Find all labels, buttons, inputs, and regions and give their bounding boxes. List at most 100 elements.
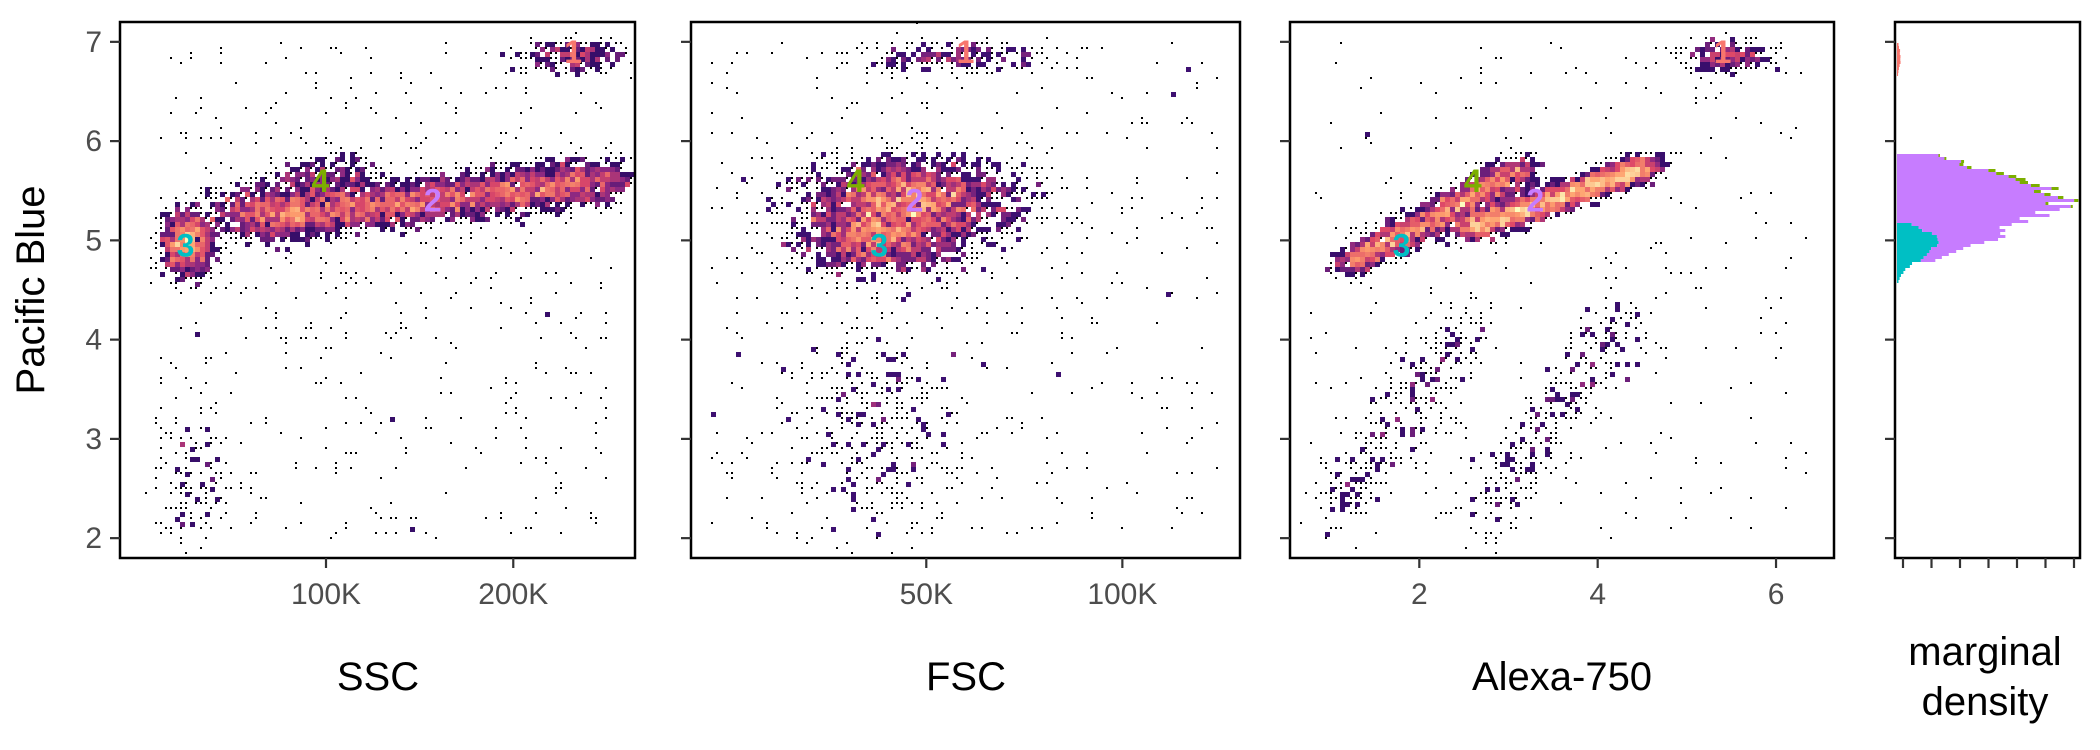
density-bin [455, 197, 460, 202]
density-bin [916, 522, 918, 524]
density-bin [365, 157, 367, 159]
density-bin [225, 202, 227, 204]
density-bin [275, 122, 277, 124]
density-bin [846, 267, 848, 269]
density-bin [1400, 247, 1405, 252]
density-bin [210, 227, 215, 232]
density-bin [876, 47, 878, 49]
density-bin [290, 207, 295, 212]
density-bin [220, 477, 222, 479]
density-bin [235, 182, 240, 187]
density-bin [1570, 192, 1575, 197]
density-bin [1385, 242, 1390, 247]
density-bin [946, 197, 951, 202]
density-bin [881, 237, 886, 242]
density-bin [1490, 232, 1492, 234]
density-bin [911, 267, 913, 269]
density-bin [580, 187, 585, 192]
density-bin [1570, 197, 1575, 202]
density-bin [1375, 262, 1380, 267]
density-bin [1021, 427, 1023, 429]
density-bin [1081, 252, 1083, 254]
density-bin [340, 382, 342, 384]
density-bin [450, 177, 452, 179]
density-bin [305, 337, 307, 339]
density-bin [846, 227, 851, 232]
density-bin [165, 507, 167, 509]
density-bin [600, 187, 605, 192]
density-bin [961, 202, 966, 207]
density-bin [966, 237, 968, 239]
density-bin [871, 417, 873, 419]
density-bin [871, 252, 876, 257]
density-bin [205, 192, 210, 197]
density-bin [595, 177, 600, 182]
density-bin [1480, 187, 1485, 192]
density-bin [180, 442, 185, 447]
density-bin [555, 202, 560, 207]
density-bin [460, 212, 465, 217]
density-bin [335, 237, 337, 239]
density-bin [1016, 92, 1018, 94]
density-bin [911, 242, 916, 247]
density-bin [1380, 442, 1382, 444]
density-bin [550, 212, 552, 214]
density-bin [1071, 392, 1073, 394]
density-bin [1675, 47, 1677, 49]
density-bin [515, 137, 517, 139]
density-bin [841, 237, 846, 242]
density-bin [380, 217, 385, 222]
density-bin [981, 207, 986, 212]
density-bin [1495, 197, 1500, 202]
density-bin [1515, 517, 1517, 519]
density-bin [911, 427, 913, 429]
density-bin [1355, 262, 1360, 267]
density-bin [846, 167, 851, 172]
density-bin [160, 427, 162, 429]
density-bin [1555, 202, 1560, 207]
density-bin [175, 272, 177, 274]
density-bin [1041, 252, 1043, 254]
density-bin [205, 272, 207, 274]
density-bin [1340, 507, 1345, 512]
density-bin [340, 187, 345, 192]
density-bin [896, 327, 898, 329]
cluster-label-2: 2 [906, 183, 924, 219]
density-bin [831, 247, 836, 252]
density-bin [841, 352, 843, 354]
density-bin [896, 177, 901, 182]
density-bin [1415, 367, 1417, 369]
density-bin [871, 452, 876, 457]
density-bin [851, 387, 856, 392]
density-bin [610, 267, 612, 269]
density-bin [861, 167, 866, 172]
density-bin [1420, 397, 1422, 399]
density-bin [1026, 142, 1028, 144]
density-bin [1745, 37, 1747, 39]
density-bin [505, 162, 507, 164]
density-bin [1146, 452, 1148, 454]
density-bin [1390, 212, 1392, 214]
density-bin [901, 237, 906, 242]
density-bin [911, 127, 913, 129]
y-tick-label: 5 [85, 224, 102, 257]
density-bin [1595, 367, 1597, 369]
density-bin [600, 197, 605, 202]
density-bin [265, 172, 267, 174]
density-bin [976, 182, 981, 187]
density-bin [826, 492, 828, 494]
density-bin [826, 252, 831, 257]
density-bin [811, 212, 816, 217]
density-bin [996, 52, 1001, 57]
density-bin [235, 372, 237, 374]
density-bin [165, 247, 170, 252]
density-bin [1575, 417, 1577, 419]
density-bin [1385, 472, 1387, 474]
density-bin [1620, 162, 1625, 167]
density-bin [916, 267, 918, 269]
density-bin [1420, 217, 1425, 222]
density-bin [1335, 277, 1337, 279]
density-bin [300, 337, 302, 339]
density-bin [305, 172, 310, 177]
density-bin [1375, 247, 1380, 252]
